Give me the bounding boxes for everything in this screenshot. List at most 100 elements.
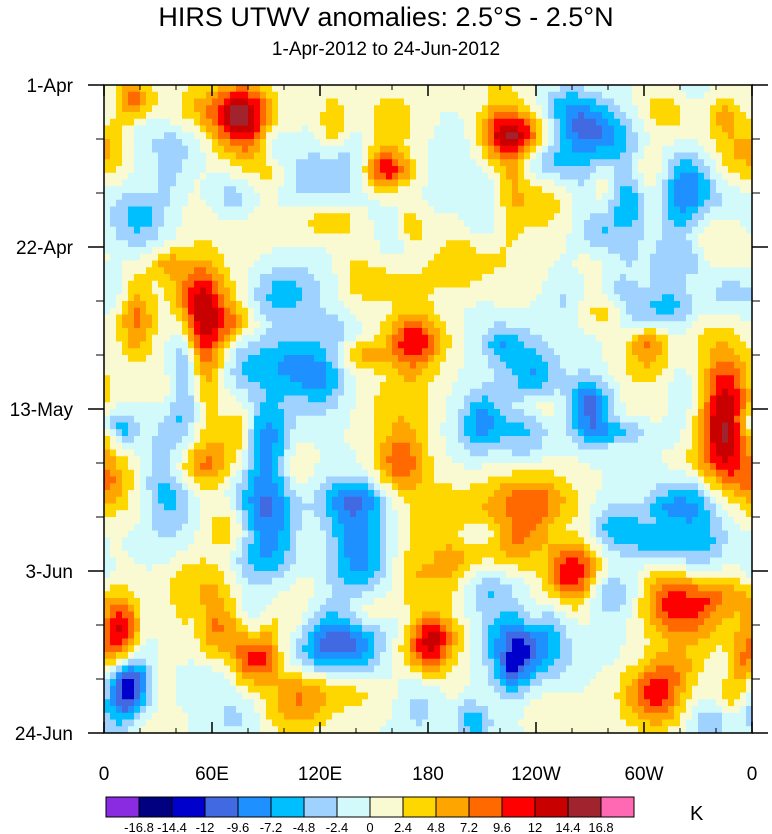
heatmap-cell <box>194 361 201 370</box>
heatmap-cell <box>722 166 729 174</box>
heatmap-cell <box>584 193 591 201</box>
heatmap-cell <box>110 118 117 127</box>
heatmap-cell <box>296 388 303 397</box>
heatmap-cell <box>326 307 333 316</box>
heatmap-cell <box>380 112 387 120</box>
heatmap-cell <box>476 166 483 174</box>
heatmap-cell <box>644 172 651 181</box>
heatmap-cell <box>524 125 531 133</box>
heatmap-cell <box>320 301 327 309</box>
heatmap-cell <box>326 301 333 309</box>
heatmap-cell <box>146 355 153 363</box>
heatmap-cell <box>728 260 735 268</box>
heatmap-cell <box>746 280 753 289</box>
heatmap-cell <box>698 294 705 302</box>
heatmap-cell <box>584 179 591 187</box>
heatmap-cell <box>536 348 543 356</box>
heatmap-cell <box>344 132 351 140</box>
heatmap-cell <box>548 105 555 113</box>
heatmap-cell <box>440 274 447 282</box>
heatmap-cell <box>596 179 603 187</box>
heatmap-cell <box>644 307 651 316</box>
heatmap-cell <box>410 159 417 167</box>
heatmap-cell <box>656 166 663 174</box>
heatmap-cell <box>692 240 699 248</box>
heatmap-cell <box>548 193 555 201</box>
heatmap-cell <box>116 382 123 390</box>
heatmap-cell <box>518 287 525 295</box>
heatmap-cell <box>134 253 141 262</box>
heatmap-cell <box>440 91 447 100</box>
heatmap-cell <box>386 166 393 174</box>
heatmap-cell <box>656 247 663 255</box>
heatmap-cell <box>314 213 321 221</box>
heatmap-cell <box>458 112 465 120</box>
heatmap-cell <box>740 247 747 255</box>
heatmap-cell <box>194 186 201 194</box>
heatmap-cell <box>152 98 159 106</box>
heatmap-cell <box>314 274 321 282</box>
heatmap-cell <box>734 287 741 295</box>
heatmap-cell <box>632 368 639 376</box>
heatmap-cell <box>386 375 393 383</box>
heatmap-cell <box>260 334 267 343</box>
heatmap-cell <box>290 145 297 154</box>
heatmap-cell <box>662 85 669 93</box>
heatmap-cell <box>146 125 153 133</box>
heatmap-cell <box>416 132 423 140</box>
heatmap-cell <box>434 307 441 316</box>
heatmap-cell <box>122 105 129 113</box>
heatmap-cell <box>344 139 351 147</box>
heatmap-cell <box>530 166 537 174</box>
heatmap-cell <box>122 314 129 322</box>
heatmap-cell <box>566 348 573 356</box>
heatmap-cell <box>182 240 189 248</box>
heatmap-cell <box>740 112 747 120</box>
heatmap-cell <box>272 145 279 154</box>
heatmap-cell <box>518 152 525 160</box>
heatmap-cell <box>524 139 531 147</box>
heatmap-cell <box>566 193 573 201</box>
heatmap-cell <box>152 233 159 241</box>
heatmap-cell <box>548 375 555 383</box>
heatmap-cell <box>422 382 429 390</box>
heatmap-cell <box>230 361 237 370</box>
heatmap-cell <box>740 85 747 93</box>
heatmap-cell <box>746 348 753 356</box>
heatmap-cell <box>704 355 711 363</box>
heatmap-cell <box>614 139 621 147</box>
heatmap-cell <box>668 186 675 194</box>
heatmap-cell <box>374 328 381 336</box>
heatmap-cell <box>440 233 447 241</box>
heatmap-cell <box>350 260 357 268</box>
heatmap-cell <box>650 294 657 302</box>
heatmap-cell <box>314 152 321 160</box>
heatmap-cell <box>656 98 663 106</box>
heatmap-cell <box>464 355 471 363</box>
heatmap-cell <box>356 388 363 397</box>
heatmap-cell <box>134 240 141 248</box>
heatmap-cell <box>158 253 165 262</box>
heatmap-cell <box>308 186 315 194</box>
heatmap-cell <box>206 132 213 140</box>
heatmap-cell <box>596 152 603 160</box>
heatmap-cell <box>416 186 423 194</box>
heatmap-cell <box>716 186 723 194</box>
heatmap-cell <box>500 172 507 181</box>
heatmap-cell <box>392 226 399 235</box>
heatmap-cell <box>110 206 117 214</box>
heatmap-cell <box>290 321 297 329</box>
heatmap-cell <box>128 294 135 302</box>
heatmap-cell <box>170 382 177 390</box>
heatmap-cell <box>410 233 417 241</box>
heatmap-cell <box>368 375 375 383</box>
heatmap-cell <box>410 139 417 147</box>
heatmap-cell <box>152 328 159 336</box>
heatmap-cell <box>674 193 681 201</box>
heatmap-cell <box>434 341 441 349</box>
heatmap-cell <box>470 98 477 106</box>
heatmap-cell <box>284 361 291 370</box>
heatmap-cell <box>554 132 561 140</box>
heatmap-cell <box>248 145 255 154</box>
heatmap-cell <box>242 301 249 309</box>
